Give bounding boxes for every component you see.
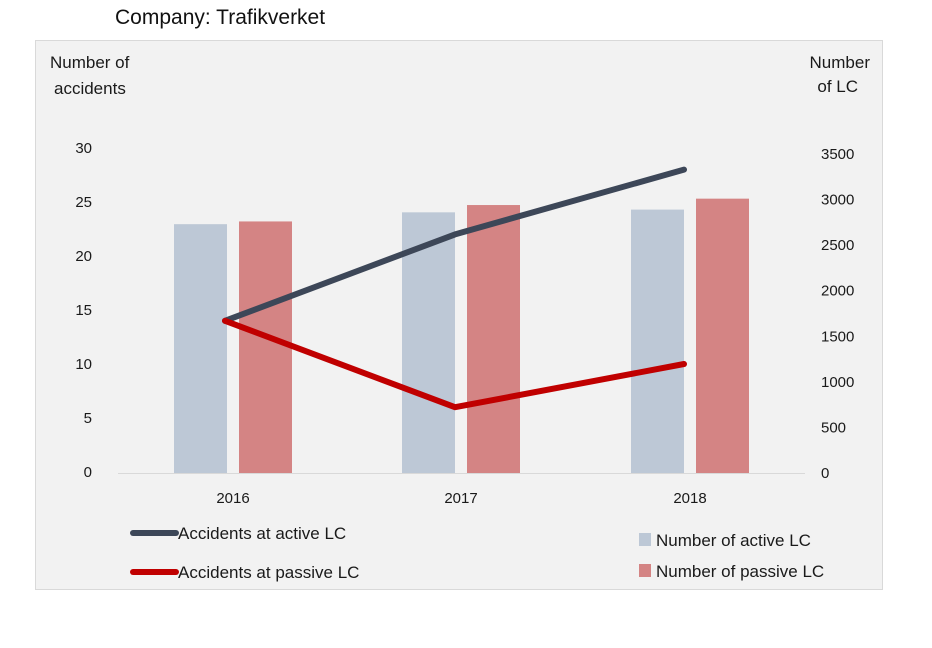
right-tick-label: 500 [821, 419, 846, 436]
bar-active-lc-legend-swatch [639, 533, 651, 546]
left-tick-label: 10 [75, 356, 92, 373]
left-tick-label: 15 [75, 302, 92, 319]
left-axis-title-line-1: Number of [50, 53, 130, 72]
line-accidents-active-lc [222, 166, 687, 324]
bar-passive-lc [696, 198, 749, 473]
right-axis-title-line-2: of LC [817, 77, 858, 96]
right-tick-label: 0 [821, 465, 829, 482]
line-accidents-passive-lc [222, 317, 687, 411]
left-tick-label: 20 [75, 248, 92, 265]
axis-titles: Number of accidents Number of LC [50, 53, 870, 98]
bar-active-lc [174, 224, 227, 473]
right-tick-label: 2000 [821, 283, 854, 300]
right-axis-title-line-1: Number [810, 53, 871, 72]
left-tick-label: 25 [75, 194, 92, 211]
left-tick-label: 0 [84, 464, 92, 481]
legend-label: Number of passive LC [656, 562, 824, 581]
left-axis-title-line-2: accidents [54, 79, 126, 98]
right-tick-label: 2500 [821, 237, 854, 254]
left-tick-label: 5 [84, 410, 92, 427]
bar-marks [174, 198, 749, 474]
category-label: 2017 [444, 490, 477, 507]
company-title: Company: Trafikverket [115, 6, 326, 29]
right-tick-label: 3500 [821, 146, 854, 163]
category-label: 2018 [673, 490, 706, 507]
right-axis-ticks: 0 500 1000 1500 2000 2500 3000 3500 [821, 146, 854, 482]
right-tick-label: 1000 [821, 374, 854, 391]
bar-active-lc [402, 212, 455, 473]
legend-label: Accidents at active LC [178, 524, 346, 543]
legend-label: Accidents at passive LC [178, 563, 359, 582]
line-marks [222, 166, 687, 411]
category-label: 2016 [216, 490, 249, 507]
right-tick-label: 3000 [821, 192, 854, 209]
right-tick-label: 1500 [821, 328, 854, 345]
legend: Accidents at active LC Accidents at passi… [130, 524, 824, 582]
bar-passive-lc [239, 221, 292, 473]
category-labels: 2016 2017 2018 [216, 490, 706, 507]
bar-active-lc [631, 209, 684, 473]
bar-passive-lc [467, 205, 520, 474]
legend-label: Number of active LC [656, 531, 811, 550]
left-tick-label: 30 [75, 140, 92, 157]
left-axis-ticks: 0 5 10 15 20 25 30 [75, 140, 92, 481]
bar-passive-lc-legend-swatch [639, 564, 651, 577]
